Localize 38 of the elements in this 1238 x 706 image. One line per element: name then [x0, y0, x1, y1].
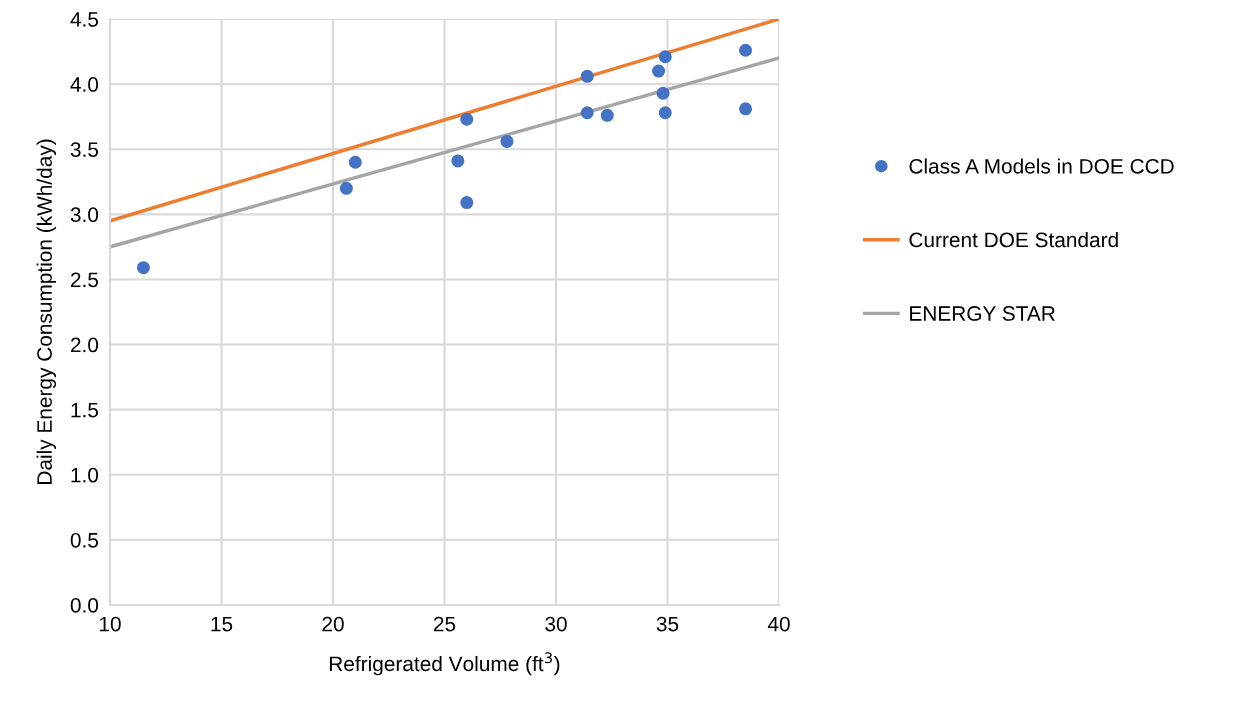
- y-tick-label: 4.0: [70, 77, 99, 92]
- y-tick-label: 0.5: [70, 532, 99, 548]
- point: [658, 50, 672, 64]
- point: [451, 154, 465, 168]
- x-tick-label: 20: [322, 616, 344, 632]
- point: [460, 196, 474, 210]
- x-tick-label: 25: [433, 616, 456, 632]
- y-tick-label: 0.0: [70, 598, 99, 613]
- legend-label: Current DOE Standard: [909, 231, 1118, 248]
- point: [652, 64, 666, 78]
- x-tick-label: 40: [767, 616, 790, 632]
- y-tick-label: 2.5: [70, 272, 99, 288]
- point: [580, 106, 594, 120]
- point: [600, 108, 614, 122]
- y-tick-label: 3.5: [70, 142, 99, 157]
- point: [656, 86, 670, 100]
- point: [348, 155, 362, 169]
- x-tick-label: 30: [545, 616, 567, 632]
- legend-label: ENERGY STAR: [910, 306, 1055, 321]
- point: [136, 261, 150, 275]
- x-tick-label: 10: [100, 616, 121, 632]
- point: [500, 134, 514, 148]
- point: [658, 106, 672, 120]
- legend-label: Class A Models in DOE CCD: [909, 158, 1174, 174]
- x-tick-label: 15: [211, 616, 233, 632]
- y-tick-label: 1.5: [71, 402, 99, 418]
- point: [739, 102, 753, 116]
- y-tick-label: 1.0: [71, 467, 99, 483]
- y-tick-label: 3.0: [70, 207, 99, 223]
- x-tick-label: 35: [656, 616, 679, 632]
- point: [580, 69, 594, 83]
- x-axis-title: Refrigerated Volume (ft$^{3}$): [329, 652, 560, 676]
- point: [739, 43, 753, 57]
- point: [460, 112, 474, 126]
- y-axis-title: Daily Energy Consumption (kWh/day): [36, 139, 57, 484]
- point: [339, 181, 353, 195]
- y-tick-label: 4.5: [70, 12, 99, 27]
- y-tick-label: 2.0: [70, 337, 99, 353]
